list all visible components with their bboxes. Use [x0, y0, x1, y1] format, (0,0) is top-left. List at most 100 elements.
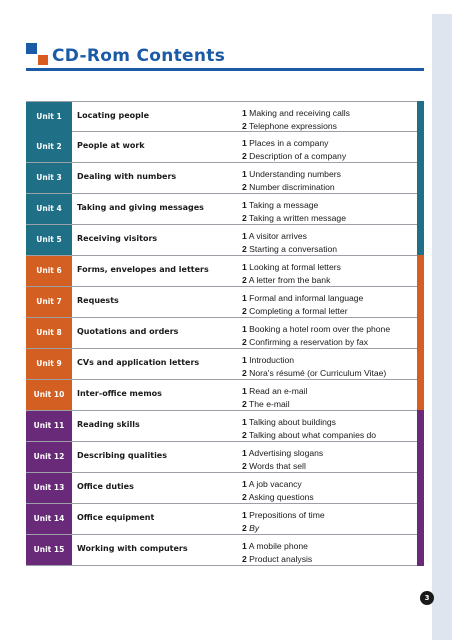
- page-number: 3: [420, 591, 434, 605]
- track-item: 2 A letter from the bank: [242, 275, 330, 285]
- track-item: 2 Taking a written message: [242, 213, 346, 223]
- unit-topic: Quotations and orders: [77, 327, 179, 336]
- contents-row: Unit 10 Inter-office memos 1 Read an e-mai…: [26, 379, 424, 411]
- track-number: 1: [242, 262, 247, 272]
- row-color-edge: [417, 101, 424, 133]
- track-item: 2 Completing a formal letter: [242, 306, 348, 316]
- track-number: 1: [242, 169, 247, 179]
- contents-row: Unit 11 Reading skills 1 Talking about bui…: [26, 410, 424, 442]
- track-number: 2: [242, 275, 247, 285]
- logo-square-blue: [26, 43, 37, 54]
- row-color-edge: [417, 317, 424, 349]
- contents-row: Unit 12 Describing qualities 1 Advertising…: [26, 441, 424, 473]
- track-number: 1: [242, 324, 247, 334]
- track-number: 2: [242, 244, 247, 254]
- unit-topic: People at work: [77, 141, 145, 150]
- track-title: Talking about buildings: [249, 417, 336, 427]
- track-number: 1: [242, 541, 247, 551]
- track-number: 2: [242, 151, 247, 161]
- track-title: A mobile phone: [248, 541, 308, 551]
- row-color-edge: [417, 379, 424, 411]
- unit-topic: Dealing with numbers: [77, 172, 177, 181]
- unit-topic: Reading skills: [77, 420, 140, 429]
- track-number: 2: [242, 554, 247, 564]
- track-title: The e-mail: [249, 399, 290, 409]
- row-color-edge: [417, 441, 424, 473]
- track-title: Places in a company: [249, 138, 329, 148]
- track-title: A job vacancy: [248, 479, 302, 489]
- track-item: 2 Talking about what companies do: [242, 430, 376, 440]
- row-color-edge: [417, 472, 424, 504]
- row-color-edge: [417, 255, 424, 287]
- track-title: Starting a conversation: [249, 244, 338, 254]
- track-number: 2: [242, 399, 247, 409]
- track-item: 1 Prepositions of time: [242, 510, 325, 520]
- track-title: Telephone expressions: [249, 121, 337, 131]
- track-title: Description of a company: [249, 151, 347, 161]
- track-item: 2 Confirming a reservation by fax: [242, 337, 368, 347]
- unit-topic: Inter-office memos: [77, 389, 162, 398]
- track-number: 2: [242, 337, 247, 347]
- page-side-strip: [432, 14, 452, 640]
- unit-topic: Working with computers: [77, 544, 188, 553]
- row-color-edge: [417, 162, 424, 194]
- track-number: 2: [242, 213, 247, 223]
- track-number: 1: [242, 386, 247, 396]
- track-title: Talking about what companies do: [249, 430, 377, 440]
- track-number: 2: [242, 306, 247, 316]
- unit-label: Unit 15: [26, 535, 72, 565]
- unit-label: Unit 4: [26, 194, 72, 224]
- page-title: CD-Rom Contents: [52, 46, 226, 66]
- track-item: 1 A job vacancy: [242, 479, 302, 489]
- track-number: 2: [242, 430, 247, 440]
- row-color-edge: [417, 131, 424, 163]
- unit-topic: Locating people: [77, 111, 150, 120]
- track-item: 1 Understanding numbers: [242, 169, 341, 179]
- unit-topic: Taking and giving messages: [77, 203, 204, 212]
- track-title: Understanding numbers: [249, 169, 341, 179]
- track-item: 2 Words that sell: [242, 461, 306, 471]
- track-title: Completing a formal letter: [249, 306, 348, 316]
- track-item: 1 Making and receiving calls: [242, 108, 350, 118]
- unit-label: Unit 14: [26, 504, 72, 534]
- contents-row: Unit 5 Receiving visitors 1 A visitor arri…: [26, 224, 424, 256]
- title-logo-squares: [26, 43, 48, 65]
- track-title: A letter from the bank: [248, 275, 331, 285]
- contents-row: Unit 15 Working with computers 1 A mobile …: [26, 534, 424, 566]
- track-title: Confirming a reservation by fax: [249, 337, 369, 347]
- track-number: 2: [242, 523, 247, 533]
- contents-row: Unit 2 People at work 1 Places in a compan…: [26, 131, 424, 163]
- track-item: 1 A mobile phone: [242, 541, 308, 551]
- track-title: Looking at formal letters: [249, 262, 341, 272]
- unit-label: Unit 12: [26, 442, 72, 472]
- track-number: 1: [242, 108, 247, 118]
- track-title: By: [249, 523, 260, 533]
- track-number: 2: [242, 182, 247, 192]
- track-number: 1: [242, 355, 247, 365]
- track-item: 1 Formal and informal language: [242, 293, 363, 303]
- unit-label: Unit 3: [26, 163, 72, 193]
- track-item: 2 Asking questions: [242, 492, 314, 502]
- track-title: A visitor arrives: [248, 231, 307, 241]
- unit-label: Unit 6: [26, 256, 72, 286]
- track-title: Booking a hotel room over the phone: [249, 324, 391, 334]
- unit-topic: Receiving visitors: [77, 234, 158, 243]
- track-number: 2: [242, 461, 247, 471]
- contents-row: Unit 13 Office duties 1 A job vacancy 2 Ask…: [26, 472, 424, 504]
- track-item: 1 Places in a company: [242, 138, 328, 148]
- unit-label: Unit 8: [26, 318, 72, 348]
- track-item: 1 Advertising slogans: [242, 448, 323, 458]
- track-title: Words that sell: [249, 461, 306, 471]
- unit-label: Unit 2: [26, 132, 72, 162]
- row-color-edge: [417, 503, 424, 535]
- track-item: 1 Introduction: [242, 355, 294, 365]
- row-color-edge: [417, 286, 424, 318]
- track-title: Advertising slogans: [248, 448, 324, 458]
- contents-row: Unit 3 Dealing with numbers 1 Understandin…: [26, 162, 424, 194]
- contents-row: Unit 8 Quotations and orders 1 Booking a h…: [26, 317, 424, 349]
- track-item: 1 Read an e-mail: [242, 386, 307, 396]
- track-number: 1: [242, 448, 247, 458]
- row-color-edge: [417, 224, 424, 256]
- track-number: 1: [242, 293, 247, 303]
- row-color-edge: [417, 193, 424, 225]
